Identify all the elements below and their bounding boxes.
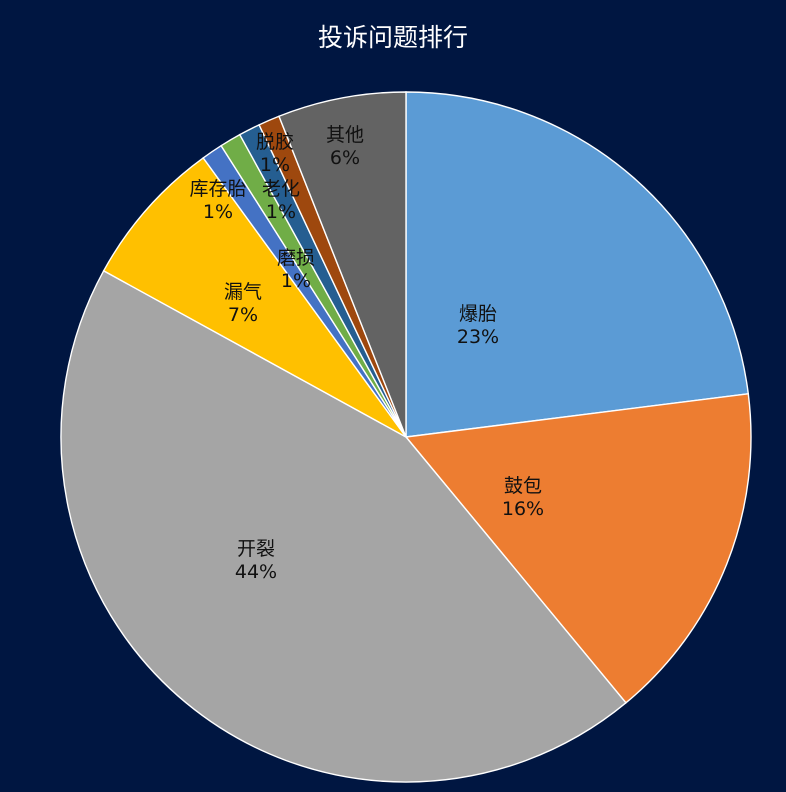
slice-category-label: 老化 [262,178,300,200]
slice-category-label: 脱胶 [256,131,294,153]
slice-category-label: 库存胎 [189,178,246,200]
pie-slice-2 [404,392,752,704]
slice-value-label: 7% [228,304,258,326]
slice-value-label: 1% [281,270,311,292]
slice-value-label: 16% [502,498,544,520]
slice-value-label: 23% [457,326,499,348]
slice-value-label: 44% [235,561,277,583]
pie-slice-1 [405,91,750,438]
slice-value-label: 6% [330,147,360,169]
slice-category-label: 磨损 [277,247,315,269]
chart-title: 投诉问题排行 [317,23,468,52]
slice-category-label: 漏气 [224,281,262,303]
slice-category-label: 爆胎 [459,303,497,325]
pie-slice-9 [278,91,407,438]
slice-category-label: 鼓包 [504,475,542,497]
pie-slice-4 [102,156,407,438]
slice-value-label: 1% [260,154,290,176]
slice-value-label: 1% [266,201,296,223]
slice-value-label: 1% [203,201,233,223]
slice-category-label: 开裂 [237,538,275,560]
pie-slice-3 [60,269,627,783]
slice-category-label: 其他 [326,124,364,146]
